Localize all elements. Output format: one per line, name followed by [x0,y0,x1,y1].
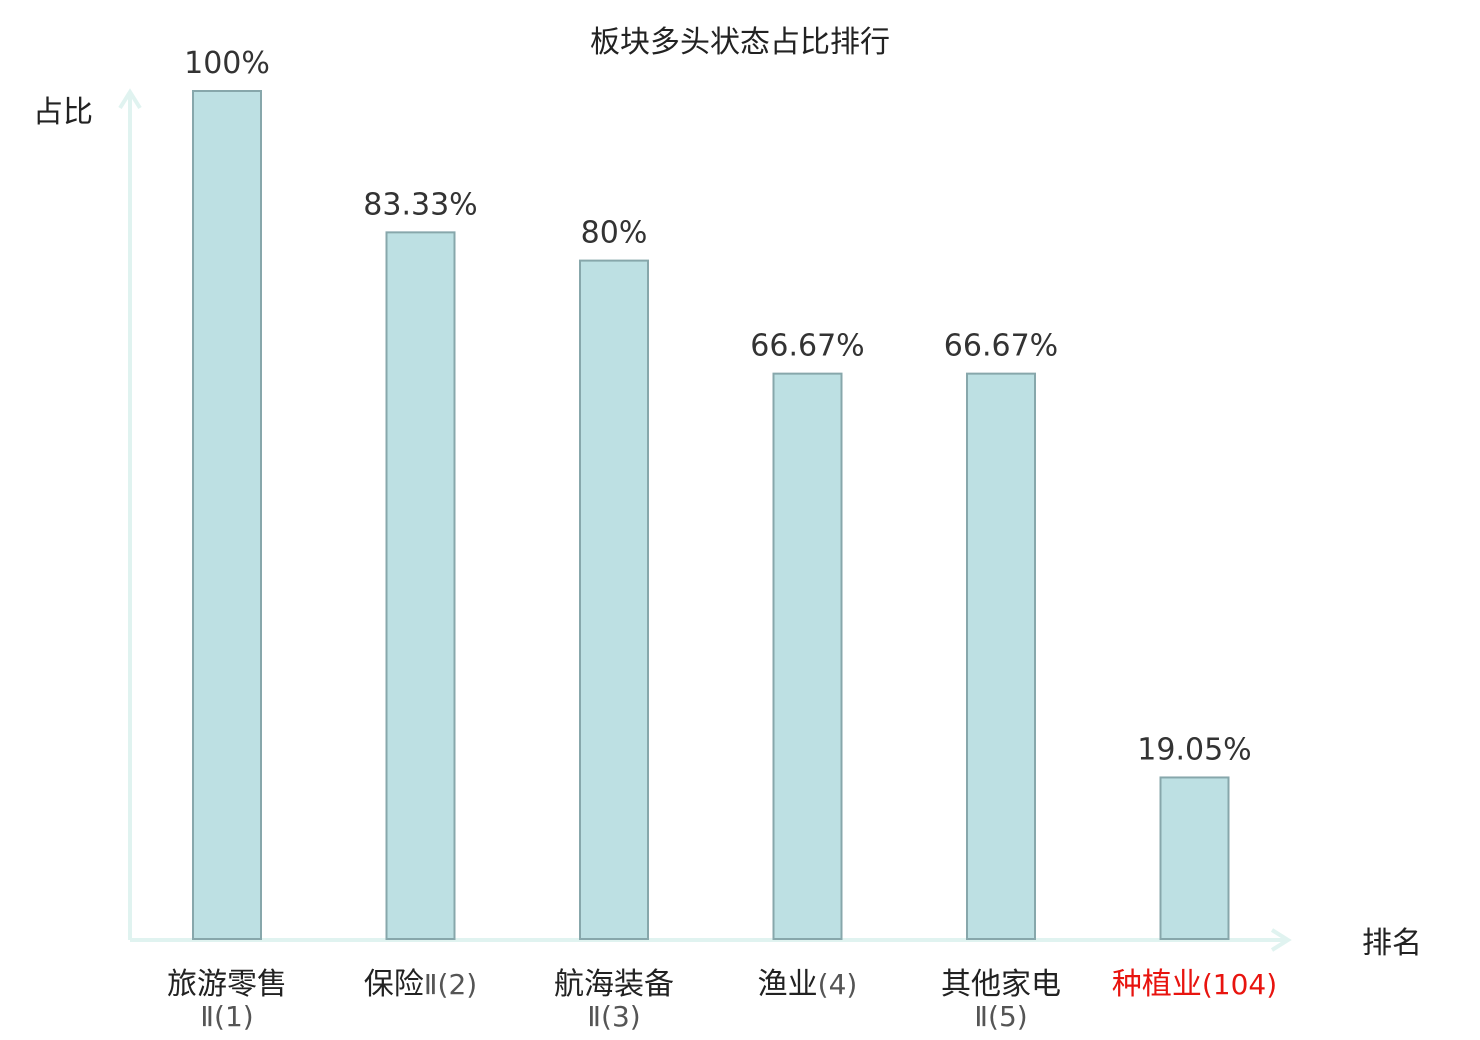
bar-0 [192,90,262,940]
category-name-3: 渔业 [758,967,818,1002]
category-rank-2: Ⅱ(3) [587,1000,640,1033]
value-label-0: 100% [184,46,270,81]
category-rank-3: (4) [818,968,858,1001]
bars-group [192,90,1230,941]
category-rank-0: Ⅱ(1) [200,1000,253,1033]
category-label-2: 航海装备 [554,967,674,1002]
value-labels-group: 100% 83.33% 80% 66.67% 66.67% 19.05% [184,46,1252,767]
value-label-3: 66.67% [750,329,864,364]
bar-2 [579,259,649,941]
category-rank-4: Ⅱ(5) [974,1000,1027,1033]
category-name-5: 种植业 [1112,967,1202,1002]
category-label-1: 保险Ⅱ(2) [364,967,477,1002]
bar-1 [385,231,456,941]
x-axis-label: 排名 [1362,926,1422,961]
category-label-3: 渔业(4) [758,967,858,1002]
y-axis-label: 占比 [33,95,93,130]
category-name-1: 保险 [364,967,424,1002]
bar-5 [1159,776,1230,940]
category-label-4: 其他家电 [941,967,1061,1002]
value-label-2: 80% [581,216,648,251]
x-axis-arrow [1270,928,1292,952]
value-label-4: 66.67% [944,329,1058,364]
y-axis-arrow [118,88,142,110]
category-rank-1: Ⅱ(2) [424,968,477,1001]
category-label-5: 种植业(104) [1112,967,1277,1002]
category-label-0: 旅游零售 [167,967,287,1002]
chart-title: 板块多头状态占比排行 [590,25,890,60]
value-label-1: 83.33% [363,187,477,222]
value-label-5: 19.05% [1137,732,1251,767]
category-rank-5: (104) [1202,968,1277,1001]
bar-3 [772,372,843,940]
bar-4 [966,372,1036,940]
